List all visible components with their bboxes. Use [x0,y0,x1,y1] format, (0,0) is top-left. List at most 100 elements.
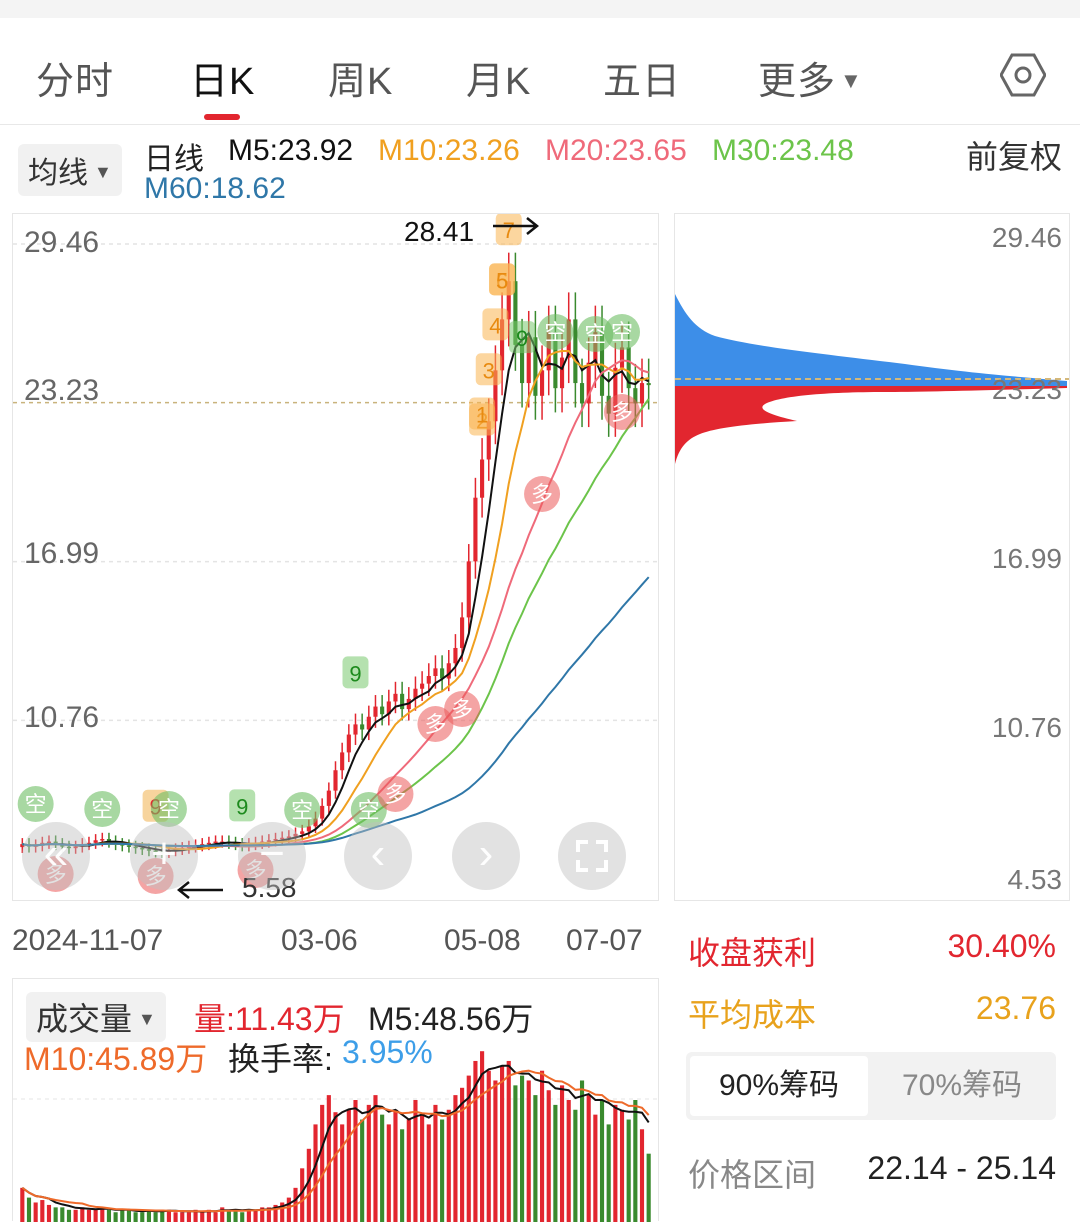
candle-body [126,845,132,847]
volume-bar [280,1202,285,1222]
zoom-in-button[interactable]: + [130,822,198,890]
candle-body [293,833,298,837]
volume-bar [226,1209,231,1222]
ma-period-label: 日线 [144,143,204,176]
volume-bar [60,1207,65,1222]
zoom-out-button[interactable]: − [238,822,306,890]
candle-body [559,357,565,389]
candle-body [646,383,651,386]
volume-bar [206,1209,211,1222]
volume-bar [446,1109,451,1222]
volume-bar [526,1080,531,1222]
price-axis-label: 16.99 [24,537,100,570]
avg-cost-label: 平均成本 [688,997,817,1033]
signal-mark: 4 [489,313,501,338]
caret-down-icon: ▼ [840,68,863,93]
candle-body [420,683,425,689]
chip-axis-label: 23.23 [991,374,1062,405]
volume-bar [113,1212,118,1222]
indicator-select[interactable]: 均线 ▼ [18,144,122,196]
volume-chart[interactable] [12,978,659,1222]
volume-bar [320,1104,325,1222]
tab-fenshi[interactable]: 分时 [36,61,115,103]
volume-bar [73,1209,78,1222]
price-axis-label: 23.23 [24,374,100,407]
candle-body [453,647,458,664]
caret-down-icon: ▼ [94,162,112,182]
kline-svg: 69754321999空空空空空空空空多多多多多多多多 [13,214,658,899]
chip-axis-label: 16.99 [991,543,1062,574]
settings-hexagon-icon[interactable] [1000,52,1046,98]
volume-bar [486,1070,491,1222]
volume-bar [173,1212,178,1222]
candle-body [506,281,511,320]
candle-body [160,851,165,854]
candle-body [320,805,325,819]
tab-zhouk[interactable]: 周K [328,61,394,103]
fullscreen-icon[interactable] [558,822,626,890]
long-signal-bubble [377,776,414,812]
candle-body [493,370,498,422]
candle-body [286,836,291,838]
volume-bar [33,1202,38,1222]
volume-bar [126,1209,132,1222]
adjust-mode-button[interactable]: 前复权 [966,139,1063,175]
candle-body [513,281,518,345]
candle-body [300,831,305,834]
candle-body [526,337,531,384]
ma10-value: M10:23.26 [378,134,520,167]
candle-body [393,693,398,702]
volume-bar [566,1100,571,1222]
volume-bar [326,1095,331,1222]
tab-70-chips[interactable]: 70%筹码 [901,1069,1023,1102]
volume-bar [20,1187,25,1222]
volume-bar [93,1209,98,1222]
volume-bar [480,1051,485,1222]
volume-bar [53,1207,58,1222]
volume-bar [180,1212,185,1222]
volume-bar [166,1209,171,1222]
volume-bar [639,1129,645,1222]
scroll-right-button[interactable]: › [452,822,520,890]
tab-90-chips[interactable]: 90%筹码 [690,1056,868,1116]
long-signal-bubble [444,691,481,727]
chip-axis-label: 4.53 [1007,864,1063,895]
signal-mark: 9 [516,326,528,351]
candle-body [440,668,445,679]
jump-start-button[interactable]: « [22,822,90,890]
candle-body [633,388,638,404]
short-signal-bubble [17,786,54,822]
kline-chart[interactable]: 69754321999空空空空空空空空多多多多多多多多 [12,213,659,901]
candle-body [100,839,105,841]
short-signal-bubble [350,792,387,828]
high-price-annotation: 28.41 [404,216,475,247]
volume-indicator-select[interactable]: 成交量 ▼ [26,992,166,1042]
profit-label: 收盘获利 [688,935,817,971]
candle-body [553,332,558,389]
ma5-value: M5:23.92 [228,134,354,167]
tab-yuek[interactable]: 月K [466,61,532,103]
volume-bar [559,1085,565,1222]
candle-body [520,344,525,384]
candle-body [586,362,591,404]
volume-bar [453,1095,458,1222]
volume-bar [266,1207,271,1222]
candle-body [473,497,478,562]
tab-more[interactable]: 更多 ▼ [758,50,863,105]
tab-more-label: 更多 [758,61,837,103]
candle-body [86,842,92,845]
scroll-left-button[interactable]: ‹ [344,822,412,890]
long-signal-label: 多 [451,698,473,723]
volume-bar [313,1124,318,1222]
candle-body [200,844,205,846]
tab-rik[interactable]: 日K [190,61,256,103]
long-signal-label: 多 [424,713,446,738]
candle-body [433,668,438,676]
short-signal-label: 空 [25,793,47,818]
volume-bar [106,1209,112,1222]
low-price-annotation: 5.58 [242,872,297,903]
candle-body [340,752,345,771]
tab-wuri[interactable]: 五日 [603,61,682,103]
candle-body [613,367,618,414]
signal-mark: 9 [236,794,248,819]
